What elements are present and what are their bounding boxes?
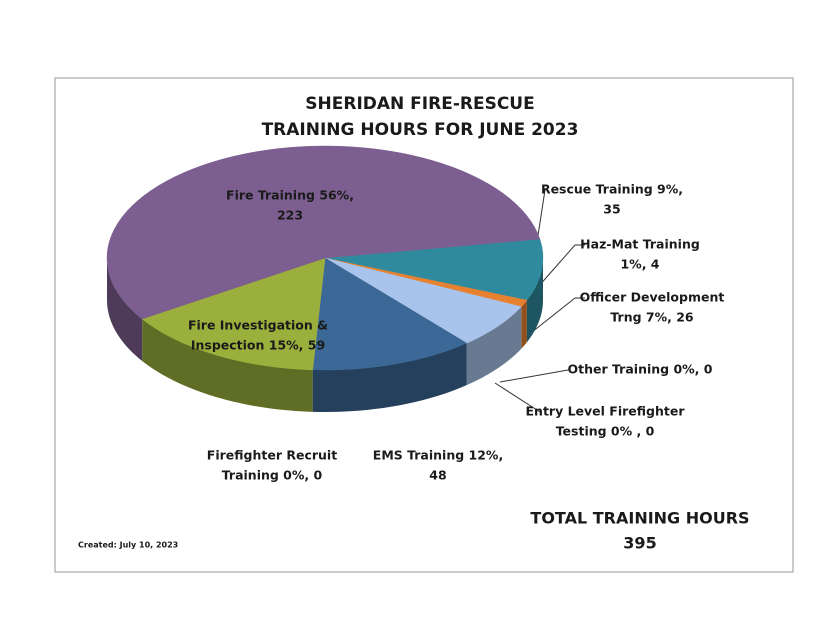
slice-label: 48 bbox=[429, 468, 446, 483]
slice-label: Fire Training 56%, bbox=[226, 188, 354, 203]
slice-label: Fire Investigation & bbox=[188, 318, 328, 333]
slice-label: 35 bbox=[603, 202, 620, 217]
slice-side bbox=[466, 306, 522, 386]
slice-side bbox=[312, 343, 467, 412]
slice bbox=[324, 238, 544, 301]
created-note: Created: July 10, 2023 bbox=[78, 541, 178, 550]
leader bbox=[494, 382, 541, 413]
slice-label: EMS Training 12%, bbox=[373, 448, 503, 463]
leader bbox=[499, 369, 569, 383]
slice-label: Other Training 0%, 0 bbox=[568, 362, 713, 377]
total-value: 395 bbox=[623, 534, 656, 553]
slice bbox=[141, 257, 326, 371]
chart-title: TRAINING HOURS FOR JUNE 2023 bbox=[262, 120, 579, 140]
slice-label: 1%, 4 bbox=[620, 257, 659, 272]
slice-side bbox=[142, 318, 313, 412]
slice-label: Haz-Mat Training bbox=[580, 237, 700, 252]
leader bbox=[521, 297, 585, 341]
slice-label: Rescue Training 9%, bbox=[541, 182, 683, 197]
slice-label: Training 0%, 0 bbox=[222, 468, 323, 483]
slice-label: 223 bbox=[277, 208, 303, 223]
pie bbox=[106, 145, 544, 412]
slice bbox=[106, 145, 541, 320]
slice-label: Inspection 15%, 59 bbox=[191, 338, 325, 353]
slice-label: Trng 7%, 26 bbox=[610, 310, 694, 325]
slice-label: Entry Level Firefighter bbox=[526, 404, 686, 419]
slice-side bbox=[107, 258, 143, 361]
slice-side bbox=[526, 258, 543, 343]
total-label: TOTAL TRAINING HOURS bbox=[530, 509, 749, 528]
chart-title: SHERIDAN FIRE-RESCUE bbox=[305, 94, 534, 114]
slice-label: Firefighter Recruit bbox=[207, 448, 337, 463]
leader bbox=[537, 244, 585, 288]
slice bbox=[312, 257, 468, 371]
slice-label: Testing 0% , 0 bbox=[556, 424, 655, 439]
slice-side bbox=[521, 300, 527, 349]
slice-label: Officer Development bbox=[580, 290, 725, 305]
